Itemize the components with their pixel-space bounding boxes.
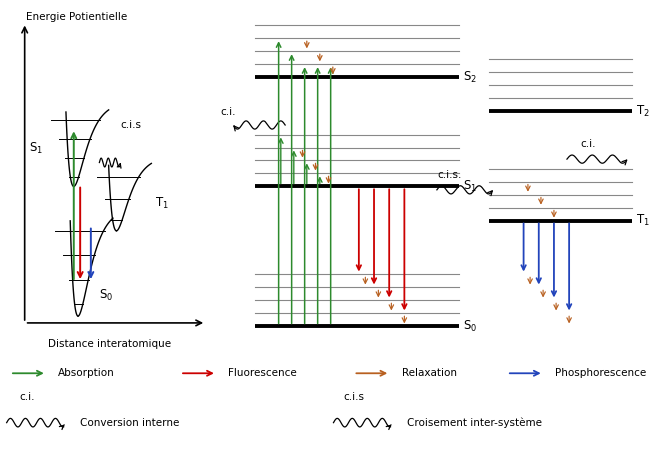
Text: c.i.: c.i.: [19, 392, 35, 401]
Text: T$_1$: T$_1$: [155, 196, 169, 211]
Text: S$_0$: S$_0$: [99, 288, 113, 303]
Text: c.i.s: c.i.s: [343, 392, 364, 401]
Text: S$_1$: S$_1$: [463, 179, 477, 194]
Text: S$_2$: S$_2$: [463, 70, 477, 85]
Text: Fluorescence: Fluorescence: [228, 368, 297, 378]
Text: Distance interatomique: Distance interatomique: [49, 339, 171, 349]
Text: S$_1$: S$_1$: [29, 141, 43, 156]
Text: T$_1$: T$_1$: [636, 213, 650, 228]
Text: c.i.: c.i.: [220, 107, 235, 117]
Text: Absorption: Absorption: [58, 368, 115, 378]
Text: c.i.s.: c.i.s.: [437, 170, 462, 180]
Text: Energie Potientielle: Energie Potientielle: [26, 13, 127, 22]
Text: Conversion interne: Conversion interne: [80, 418, 179, 427]
Text: Phosphorescence: Phosphorescence: [555, 368, 646, 378]
Text: Relaxation: Relaxation: [402, 368, 456, 378]
Text: c.i.s: c.i.s: [121, 120, 141, 130]
Text: c.i.: c.i.: [580, 139, 596, 149]
Text: Croisement inter-système: Croisement inter-système: [407, 418, 542, 428]
Text: T$_2$: T$_2$: [636, 104, 650, 119]
Text: S$_0$: S$_0$: [463, 319, 477, 334]
